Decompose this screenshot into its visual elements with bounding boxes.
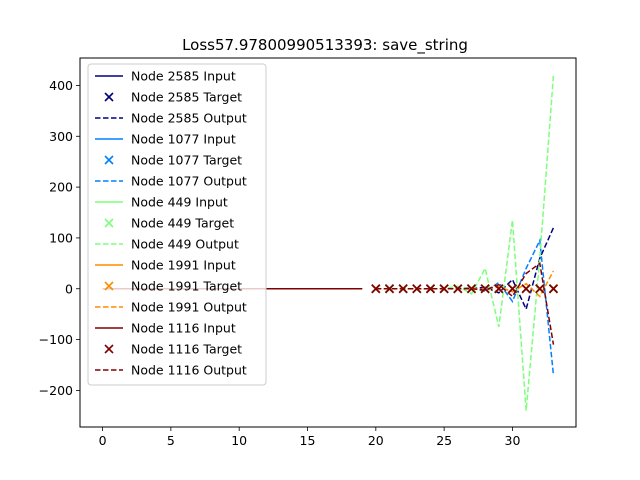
legend: Node 2585 Input Node 2585 Target Node 2585… (87, 63, 267, 386)
legend-item-output: Node 1116 Output (95, 363, 247, 378)
x-tick-label: 25 (436, 433, 452, 448)
node-1116-target-point (412, 284, 422, 294)
x-tick-label: 10 (231, 433, 247, 448)
node-1116-target-point (371, 284, 381, 294)
legend-item-target: Node 1077 Target (104, 153, 242, 168)
legend-item-input: Node 1077 Input (95, 132, 236, 147)
axes-frame (79, 57, 577, 428)
legend-label: Node 1116 Target (131, 342, 242, 357)
legend-item-output: Node 449 Output (95, 237, 239, 252)
y-tick-label: −200 (39, 383, 73, 398)
legend-item-target: Node 1116 Target (104, 342, 242, 357)
y-tick-label: 400 (49, 78, 73, 93)
legend-item-input: Node 2585 Input (95, 69, 236, 84)
y-tick-label: −100 (39, 332, 73, 347)
legend-label: Node 1991 Output (131, 300, 247, 315)
legend-label: Node 1077 Input (131, 132, 236, 147)
legend-x-marker (104, 92, 114, 102)
legend-item-output: Node 1077 Output (95, 174, 247, 189)
node-1116-target-point (494, 284, 504, 294)
legend-item-output: Node 1991 Output (95, 300, 247, 315)
y-tick-label: 0 (65, 281, 73, 296)
legend-item-input: Node 1116 Input (95, 321, 236, 336)
legend-label: Node 1116 Output (131, 363, 247, 378)
node-1116-target-point (507, 284, 518, 294)
legend-label: Node 2585 Target (131, 90, 242, 105)
x-tick-label: 30 (505, 433, 521, 448)
x-axis: 0 5 10 15 20 25 30 (99, 427, 521, 448)
legend-label: Node 449 Input (131, 195, 228, 210)
legend-item-target: Node 2585 Target (104, 90, 242, 105)
legend-label: Node 1991 Input (131, 258, 236, 273)
x-tick-label: 20 (368, 433, 384, 448)
node-1116-target-point (453, 284, 463, 294)
legend-label: Node 2585 Output (131, 111, 247, 126)
x-tick-label: 0 (99, 433, 107, 448)
y-tick-label: 100 (49, 230, 73, 245)
chart-title: Loss57.97800990513393: save_string (182, 36, 468, 55)
legend-x-marker (104, 344, 114, 354)
node-1116-target-point (425, 284, 436, 294)
node-1116-target-point (548, 284, 559, 294)
legend-item-target: Node 1991 Target (104, 279, 242, 294)
legend-label: Node 1991 Target (131, 279, 242, 294)
legend-item-input: Node 449 Input (95, 195, 228, 210)
y-tick-label: 200 (49, 180, 73, 195)
legend-label: Node 1116 Input (131, 321, 236, 336)
legend-label: Node 449 Output (131, 237, 239, 252)
node-1116-target-point (535, 284, 545, 294)
node-1116-target-point (521, 284, 531, 294)
legend-x-marker (104, 155, 114, 165)
x-tick-label: 5 (167, 433, 175, 448)
y-axis: −200 −100 0 100 200 300 400 (39, 78, 80, 398)
legend-item-input: Node 1991 Input (95, 258, 236, 273)
legend-x-marker (104, 281, 114, 291)
x-tick-label: 15 (300, 433, 316, 448)
legend-label: Node 1077 Output (131, 174, 247, 189)
node-1116-output-line (375, 262, 555, 345)
node-1116-target-point (480, 284, 490, 294)
legend-box (87, 63, 267, 386)
legend-item-output: Node 2585 Output (95, 111, 247, 126)
node-449-output-line (375, 75, 555, 411)
legend-label: Node 449 Target (131, 216, 234, 231)
node-1116-target-point (398, 284, 408, 294)
legend-label: Node 2585 Input (131, 69, 236, 84)
y-tick-label: 300 (49, 129, 73, 144)
node-1116-target-point (466, 284, 477, 294)
legend-item-target: Node 449 Target (104, 216, 234, 231)
legend-x-marker (104, 218, 114, 228)
node-1116-target-point (384, 284, 395, 294)
legend-label: Node 1077 Target (131, 153, 242, 168)
node-1116-target-point (439, 284, 449, 294)
